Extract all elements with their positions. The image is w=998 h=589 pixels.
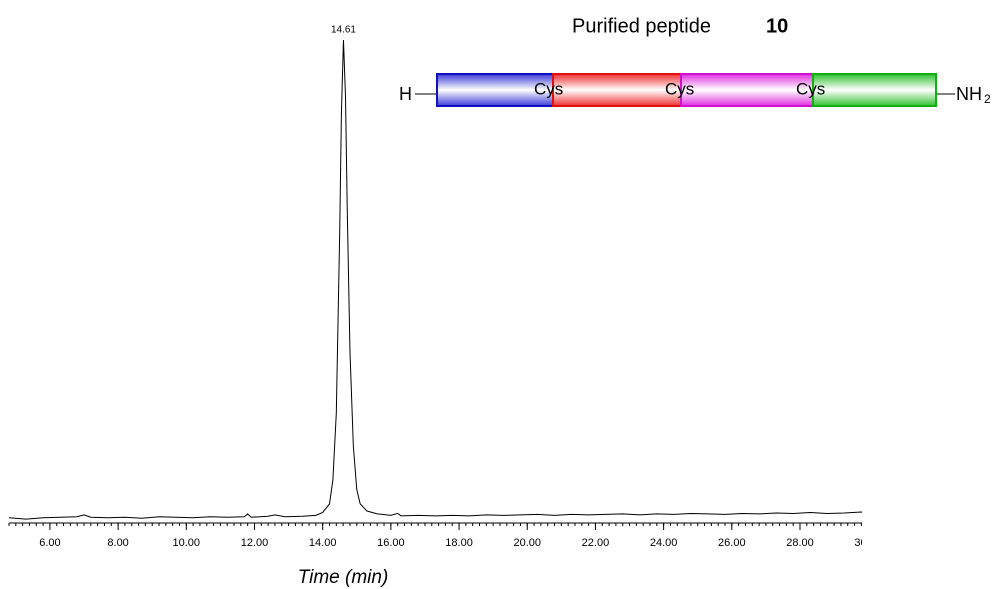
x-tick-label: 26.00 (718, 537, 746, 549)
segment-blue (436, 73, 554, 107)
c-terminus: NH (956, 84, 982, 104)
x-tick-label: 20.00 (513, 537, 541, 549)
trace (8, 39, 862, 520)
segment-green (812, 73, 937, 107)
junction-label: Cys (534, 79, 563, 98)
x-tick-label: 18.00 (445, 537, 473, 549)
x-tick-label: 24.00 (650, 537, 678, 549)
c-terminus-subscript: 2 (984, 92, 991, 106)
segment-magenta (680, 73, 814, 107)
x-tick-label: 8.00 (107, 537, 128, 549)
peptide-diagram: Purified peptide 10 H Cys Cys Cys NH 2 (399, 15, 991, 107)
x-tick-label: 28.00 (786, 537, 814, 549)
x-tick-label: 30.00 (854, 537, 882, 549)
plot-area: 6.00 8.00 10.00 12.00 14.00 16.00 18.00 20.00 22… (8, 25, 882, 549)
x-tick-label: 10.00 (173, 537, 201, 549)
n-terminus: H (399, 84, 412, 104)
x-tick-label: 22.00 (582, 537, 610, 549)
peak-label: 14.61 (331, 25, 356, 36)
x-tick-label: 6.00 (39, 537, 60, 549)
segment-red (552, 73, 682, 107)
compound-number: 10 (766, 15, 788, 37)
diagram-title: Purified peptide (572, 15, 711, 37)
x-tick-label: 16.00 (377, 537, 405, 549)
x-tick-label: 12.00 (241, 537, 269, 549)
x-axis-label: Time (min) (298, 567, 389, 588)
x-tick-label: 14.00 (309, 537, 337, 549)
junction-label: Cys (796, 79, 825, 98)
junction-label: Cys (665, 79, 694, 98)
